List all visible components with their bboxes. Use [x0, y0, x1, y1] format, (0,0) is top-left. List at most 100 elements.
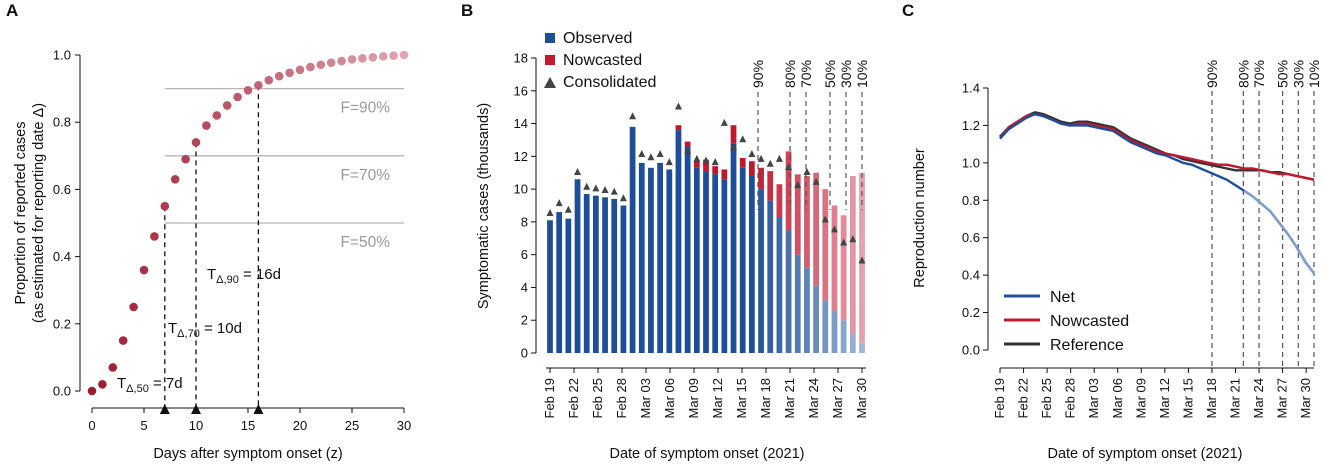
observed-bar	[675, 130, 682, 353]
panel-a-ylabel-2: (as estimated for reporting date Δ)	[31, 103, 47, 323]
nowcasted-bar	[822, 189, 829, 301]
panel-b-axes: 0 2 4 6 8 10 12 14 16 18 Feb 19 Feb 22 Feb 25 Feb 28 M…	[514, 51, 869, 419]
panel-c-completeness-lines: 90% 80% 70% 50% 30% 10%	[1204, 60, 1322, 368]
y-tick-label: 12	[514, 149, 528, 164]
panel-b-consolidated-markers	[546, 102, 866, 264]
consolidated-marker	[574, 168, 582, 175]
panel-a-ylabel: Proportion of reported cases	[13, 122, 29, 305]
nowcasted-bar	[831, 205, 838, 311]
data-point	[243, 85, 253, 95]
data-point	[222, 101, 232, 110]
legend-nowcasted-label: Nowcasted	[1050, 313, 1129, 330]
nowcasted-bar	[794, 174, 801, 255]
y-tick-label: 0.4	[962, 268, 980, 283]
threshold-label: F=70%	[340, 167, 390, 184]
consolidated-marker	[665, 158, 673, 166]
panel-b: B 0 2 4 6 8 10 12 14 16 18 Feb 19 Feb 22 Feb 25 Feb 2…	[461, 1, 870, 462]
data-point	[368, 53, 378, 62]
consolidated-marker	[629, 112, 637, 120]
observed-bar	[565, 218, 572, 353]
completeness-label: 80%	[782, 60, 798, 88]
y-tick-label: 6	[521, 247, 528, 262]
y-tick-label: 18	[514, 51, 528, 66]
observed-bar	[794, 254, 801, 353]
consolidated-marker	[684, 146, 692, 154]
x-tick-label: Mar 03	[1086, 378, 1101, 418]
panel-a-letter: A	[6, 1, 18, 20]
consolidated-marker	[730, 143, 738, 151]
y-tick-label: 0.6	[53, 182, 71, 197]
data-point	[264, 75, 274, 85]
nowcasted-bar	[739, 157, 746, 168]
x-tick-label: Mar 03	[638, 378, 653, 418]
consolidated-marker	[794, 181, 802, 189]
y-tick-label: 0.8	[962, 193, 980, 208]
observed-bar	[859, 343, 865, 353]
observed-bar	[620, 205, 627, 353]
x-tick-label: Mar 12	[710, 378, 725, 418]
data-point	[316, 60, 326, 70]
data-point	[202, 121, 211, 130]
nowcasted-bar	[840, 215, 847, 321]
series-line-net-tail	[1243, 189, 1315, 275]
panel-a-vertical-lines	[159, 85, 264, 414]
completeness-label: 80%	[1235, 60, 1251, 88]
completeness-label: 90%	[750, 60, 766, 88]
x-tick-label: Mar 06	[1110, 378, 1125, 418]
observed-bar	[758, 189, 764, 353]
legend-consolidated-label: Consolidated	[563, 74, 656, 91]
data-point	[108, 363, 118, 372]
panel-b-xlabel: Date of symptom onset (2021)	[609, 446, 804, 462]
y-tick-label: 1.0	[962, 155, 980, 170]
nowcasted-bar	[675, 125, 682, 131]
observed-bar	[611, 198, 618, 353]
marker-triangle	[159, 404, 170, 414]
consolidated-marker	[702, 156, 710, 164]
observed-bar	[822, 300, 829, 353]
y-tick-label: 0.2	[53, 316, 71, 331]
panel-b-bars	[547, 125, 865, 353]
panel-a-xlabel: Days after symptom onset (z)	[153, 446, 342, 462]
marker-triangle	[191, 404, 201, 414]
consolidated-marker	[821, 215, 829, 223]
completeness-label: 10%	[1306, 60, 1322, 88]
threshold-label: F=50%	[340, 234, 390, 251]
observed-bar	[547, 220, 553, 353]
data-point	[306, 62, 315, 72]
panel-a-annotations: TΔ,50 = 7d TΔ,70 = 10d TΔ,90 = 16d	[117, 266, 281, 395]
consolidated-marker	[546, 208, 554, 216]
panel-c-series	[999, 111, 1315, 275]
data-point	[378, 52, 388, 61]
y-tick-label: 0.6	[962, 230, 980, 245]
observed-bar	[721, 179, 728, 353]
x-tick-label: Feb 28	[614, 378, 629, 418]
panel-c: C 0.0 0.2 0.4 0.6 0.8 1.0 1.2 1.4 Feb 19 Feb 22 Fe…	[902, 1, 1322, 462]
panel-c-xlabel: Date of symptom onset (2021)	[1047, 446, 1242, 462]
completeness-label: 70%	[798, 60, 814, 88]
observed-bar	[602, 197, 608, 353]
data-point	[160, 201, 170, 211]
y-tick-label: 16	[514, 83, 528, 98]
x-tick-label: Mar 30	[1298, 378, 1313, 418]
observed-bar	[840, 320, 847, 353]
data-point	[150, 232, 159, 241]
data-point	[358, 54, 367, 63]
x-tick-label: Feb 25	[590, 378, 605, 418]
x-tick-label: 0	[88, 418, 95, 433]
y-tick-label: 0.0	[53, 384, 71, 399]
y-tick-label: 1.4	[962, 81, 980, 96]
nowcasted-bar	[684, 141, 691, 147]
x-tick-label: Mar 15	[1180, 378, 1195, 418]
x-tick-label: Mar 27	[1275, 378, 1290, 418]
y-tick-label: 4	[521, 280, 528, 295]
nowcasted-bar	[712, 166, 719, 175]
panel-a-threshold-lines: F=90% F=70% F=50%	[164, 87, 404, 251]
observed-bar	[804, 267, 810, 353]
data-point	[274, 71, 284, 81]
nowcasted-bar	[703, 159, 709, 172]
nowcasted-bar	[767, 171, 774, 201]
y-tick-label: 14	[514, 116, 528, 131]
nowcasted-bar	[758, 167, 764, 190]
series-line-net	[999, 112, 1315, 275]
